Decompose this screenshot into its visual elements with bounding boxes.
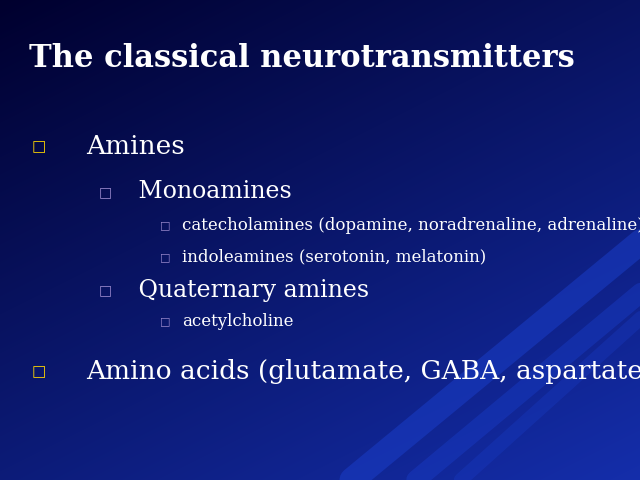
Text: □: □ [99, 283, 112, 298]
Text: □: □ [99, 185, 112, 199]
Text: □: □ [160, 252, 170, 262]
Text: Amines: Amines [86, 134, 185, 159]
Text: □: □ [160, 317, 170, 326]
Text: □: □ [160, 221, 170, 230]
Text: The classical neurotransmitters: The classical neurotransmitters [29, 43, 575, 74]
Text: Quaternary amines: Quaternary amines [131, 279, 369, 302]
Text: □: □ [31, 139, 45, 154]
Text: catecholamines (dopamine, noradrenaline, adrenaline): catecholamines (dopamine, noradrenaline,… [182, 217, 640, 234]
Text: acetylcholine: acetylcholine [182, 313, 294, 330]
Text: Monoamines: Monoamines [131, 180, 292, 204]
Text: Amino acids (glutamate, GABA, aspartate, glycine ): Amino acids (glutamate, GABA, aspartate,… [86, 360, 640, 384]
Text: □: □ [31, 364, 45, 380]
Text: indoleamines (serotonin, melatonin): indoleamines (serotonin, melatonin) [182, 248, 486, 265]
